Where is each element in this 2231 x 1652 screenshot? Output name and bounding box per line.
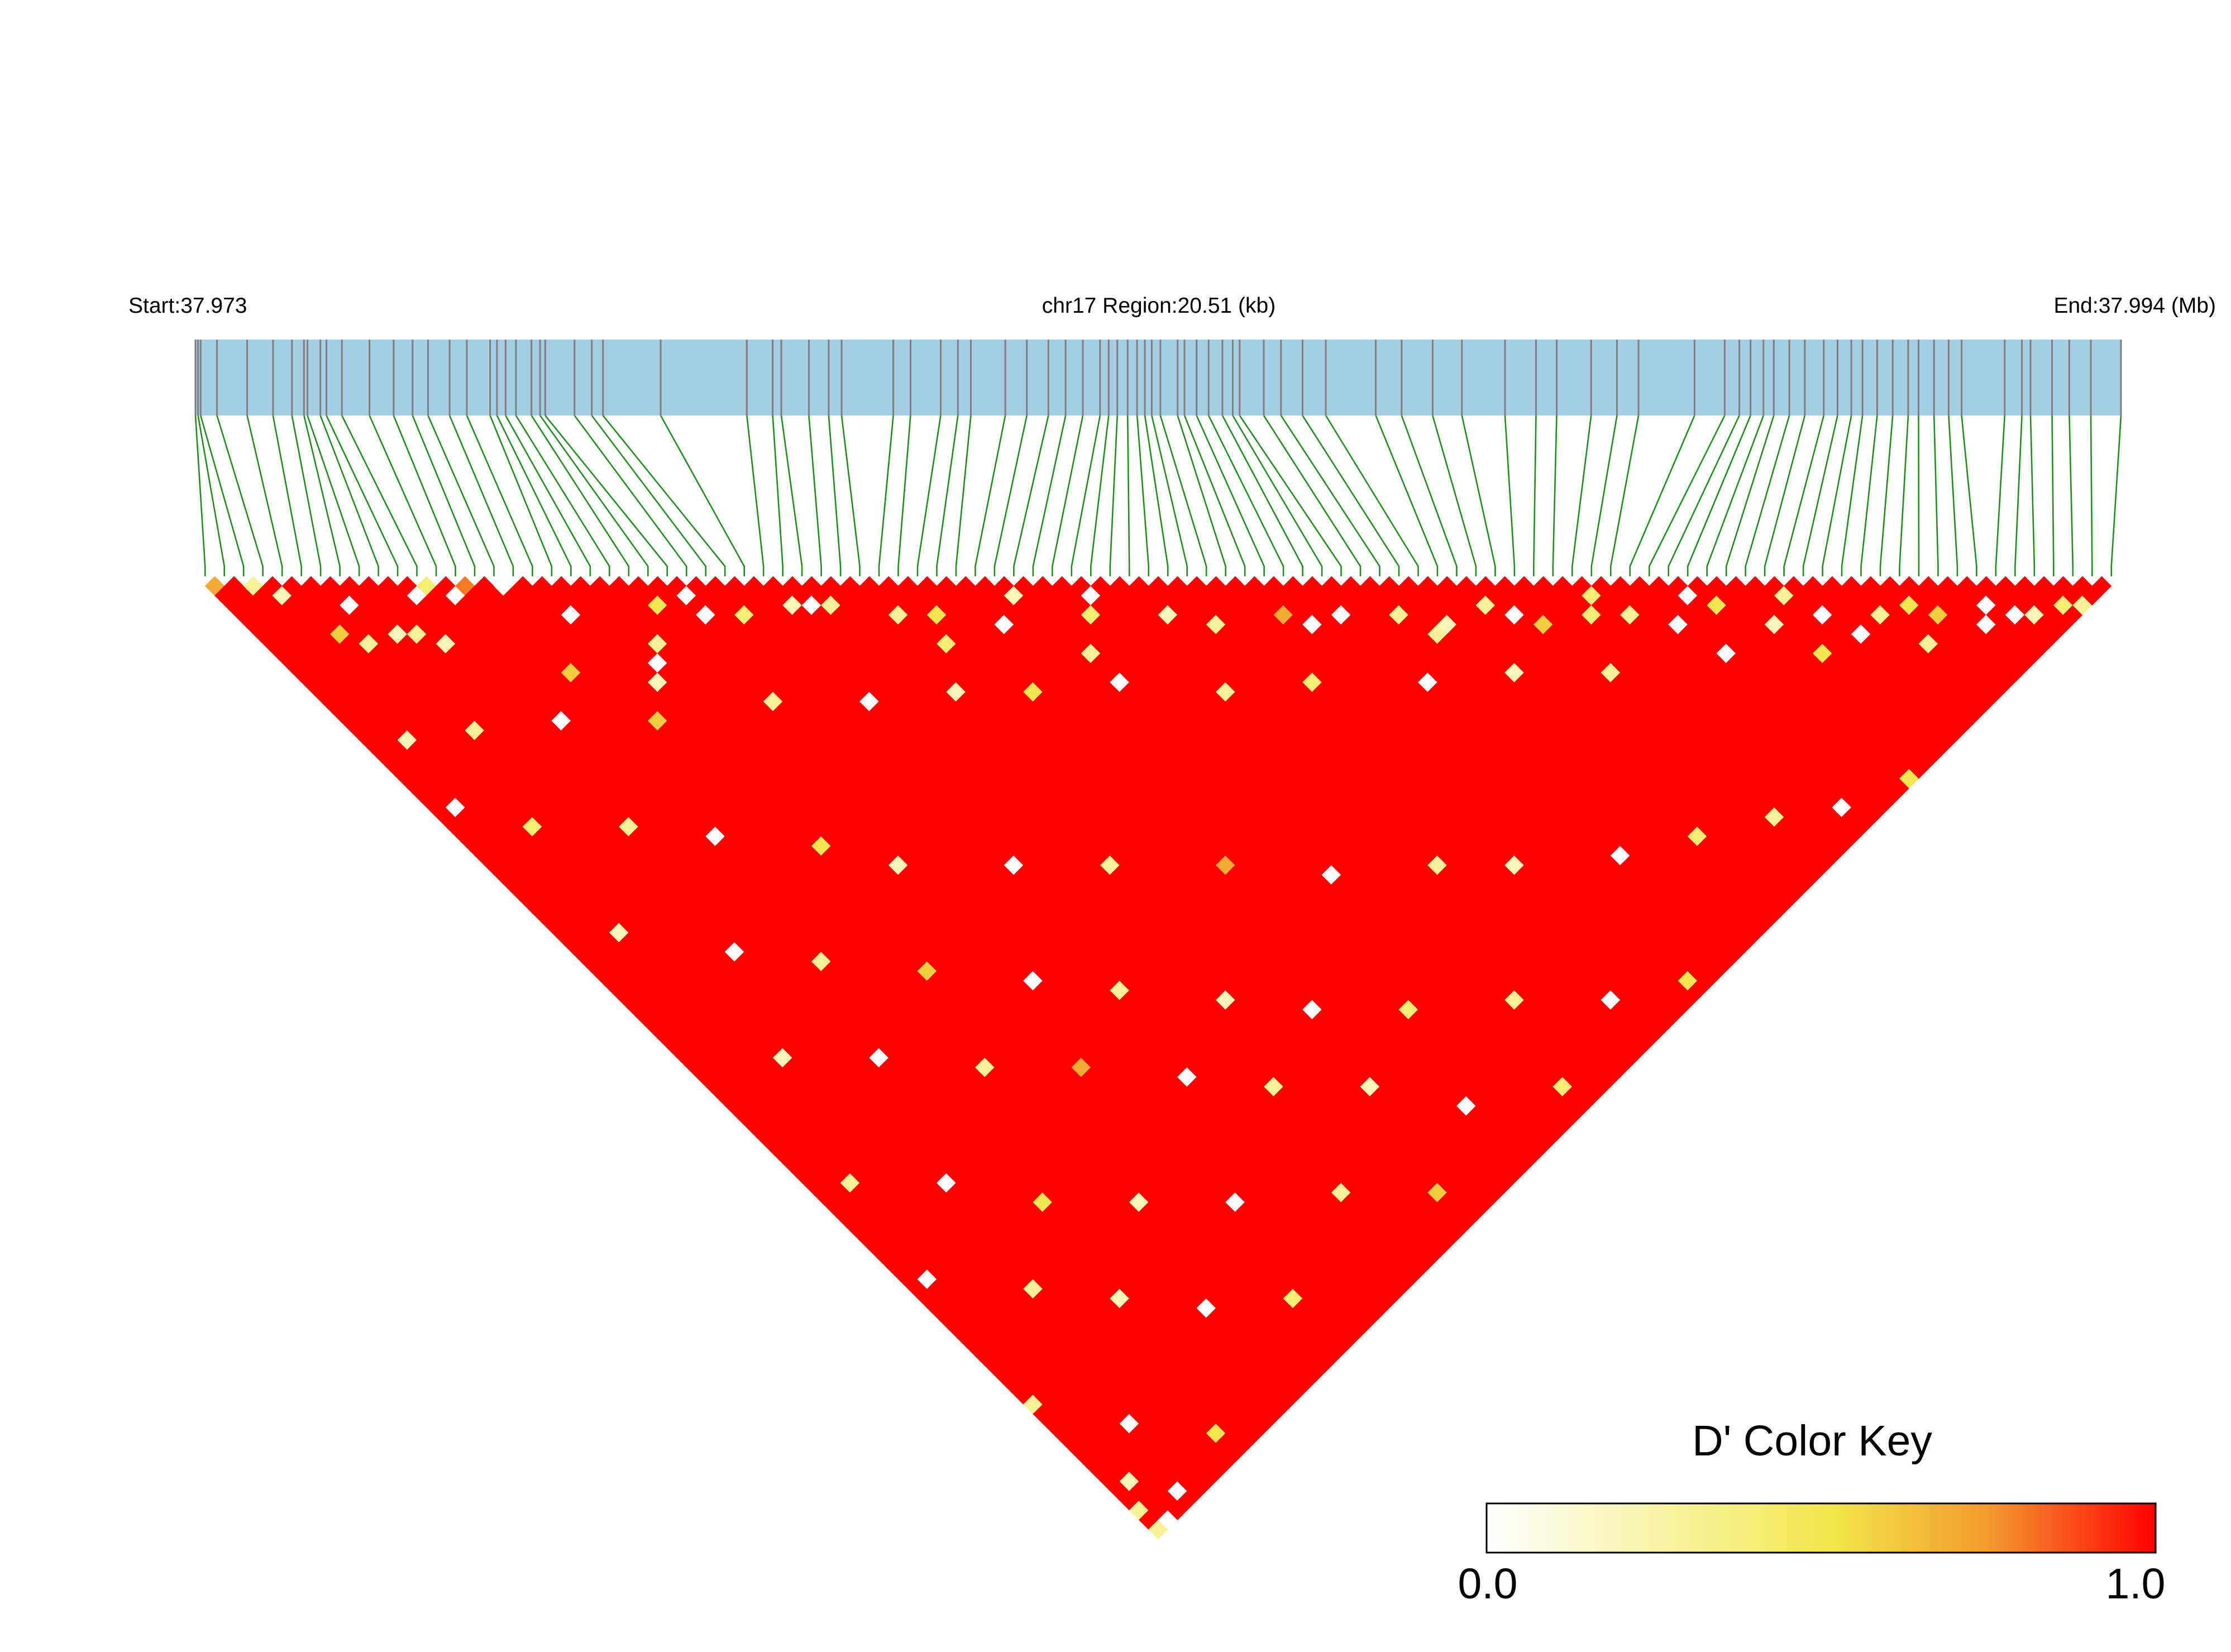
snp-connector-line [937, 416, 958, 576]
snp-connector-line [1137, 416, 1149, 576]
snp-connector-line [773, 416, 783, 576]
snp-connector-line [1842, 416, 1862, 576]
snp-connector-line [899, 416, 911, 576]
snp-connector-line [1861, 416, 1878, 576]
snp-connector-line [450, 416, 513, 576]
snp-connector-group [195, 416, 2121, 576]
snp-connector-line [1072, 416, 1100, 576]
snp-connector-line [1880, 416, 1893, 576]
snp-connector-line [1533, 416, 1536, 576]
snp-connector-line [1918, 416, 1919, 576]
snp-connector-line [842, 416, 860, 576]
snp-connector-line [1376, 416, 1437, 576]
snp-connector-line [490, 416, 552, 576]
snp-connector-line [1948, 416, 1957, 576]
snp-connector-line [321, 416, 379, 576]
snp-connector-line [1208, 416, 1283, 576]
snp-connector-line [1232, 416, 1322, 576]
snp-connector-line [1240, 416, 1341, 576]
snp-connector-line [2015, 416, 2022, 576]
snp-connector-line [505, 416, 590, 576]
snp-connector-line [1110, 416, 1117, 576]
snp-connector-line [2091, 416, 2092, 576]
snp-connector-line [198, 416, 224, 576]
region-center-label: chr17 Region:20.51 (kb) [1042, 294, 1275, 318]
snp-connector-line [2031, 416, 2034, 576]
snp-connector-line [781, 416, 802, 576]
snp-connector-line [1505, 416, 1515, 576]
snp-connector-line [497, 416, 571, 576]
snp-connector-line [413, 416, 475, 576]
snp-connector-line [1222, 416, 1303, 576]
snp-connector-line [1553, 416, 1557, 576]
ld-cell-group [205, 576, 2111, 1539]
snp-connector-line [1688, 416, 1750, 576]
snp-connector-line [1326, 416, 1418, 576]
snp-connector-line [1145, 416, 1168, 576]
snp-connector-line [1052, 416, 1083, 576]
snp-connector-line [1996, 416, 2005, 576]
snp-connector-line [1462, 416, 1496, 576]
snp-connector-line [1934, 416, 1938, 576]
snp-connector-line [1197, 416, 1264, 576]
snp-connector-line [661, 416, 744, 576]
snp-connector-line [1572, 416, 1591, 576]
snp-connector-line [1432, 416, 1476, 576]
snp-connector-line [2052, 416, 2054, 576]
snp-connector-line [1765, 416, 1805, 576]
snp-position-track [195, 340, 2121, 416]
snp-connector-line [1962, 416, 1977, 576]
snp-connector-line [540, 416, 648, 576]
snp-connector-line [603, 416, 725, 576]
snp-connector-line [1611, 416, 1638, 576]
snp-connector-line [829, 416, 840, 576]
snp-connector-line [995, 416, 1027, 576]
snp-connector-line [747, 416, 763, 576]
snp-connector-line [516, 416, 609, 576]
snp-connector-line [1033, 416, 1066, 576]
snp-connector-line [975, 416, 1005, 576]
snp-connector-line [1014, 416, 1048, 576]
snp-connector-line [956, 416, 971, 576]
snp-connector-line [1669, 416, 1740, 576]
snp-connector-line [809, 416, 821, 576]
snp-connector-line [1784, 416, 1824, 576]
snp-connector-line [2111, 416, 2121, 576]
snp-connector-line [1707, 416, 1764, 576]
snp-connector-line [1128, 416, 1129, 576]
snp-connector-line [2069, 416, 2072, 576]
snp-connector-line [1091, 416, 1109, 576]
snp-connector-line [592, 416, 706, 576]
snp-connector-line [1899, 416, 1908, 576]
snp-connector-line [918, 416, 940, 576]
snp-connector-line [1823, 416, 1852, 576]
region-end-label: End:37.994 (Mb) [2053, 294, 2216, 318]
snp-connector-line [1803, 416, 1837, 576]
snp-connector-line [1264, 416, 1360, 576]
snp-connector-line [879, 416, 894, 576]
snp-connector-line [575, 416, 686, 576]
snp-connector-line [195, 416, 205, 576]
region-start-label: Start:37.973 [128, 294, 247, 318]
